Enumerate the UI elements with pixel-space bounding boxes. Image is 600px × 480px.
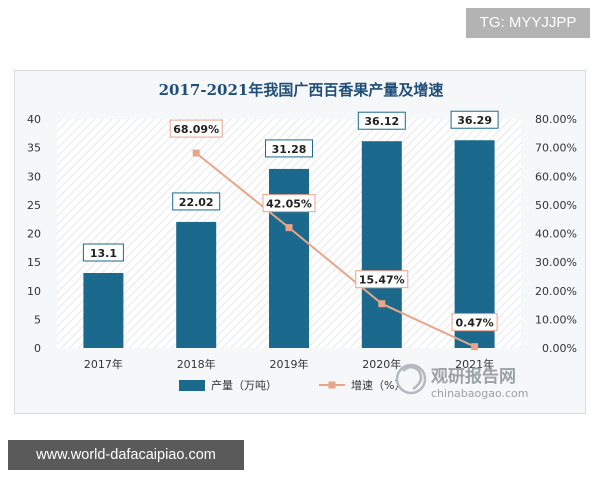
x-tick-label: 2018年 — [177, 357, 216, 371]
y-left-tick-label: 0 — [34, 342, 41, 355]
y-left-tick-label: 15 — [27, 256, 41, 269]
y-left-tick-label: 35 — [27, 142, 41, 155]
growth-data-label: 68.09% — [173, 123, 219, 136]
bar-data-label: 31.28 — [272, 143, 307, 156]
x-tick-label: 2019年 — [270, 357, 309, 371]
growth-point — [471, 343, 479, 351]
bar-data-label: 22.02 — [179, 196, 214, 209]
growth-line — [195, 152, 476, 348]
watermark-domain: chinabaogao.com — [431, 387, 529, 400]
growth-data-label: 42.05% — [266, 198, 312, 211]
y-right-tick-label: 80.00% — [535, 113, 577, 126]
bar-data-label-box — [172, 192, 221, 211]
bar-data-label: 36.29 — [457, 114, 492, 127]
growth-data-label-box — [355, 270, 409, 289]
bar-data-label-box — [265, 139, 313, 158]
y-right-tick-label: 30.00% — [535, 256, 577, 269]
y-right-tick-label: 50.00% — [535, 199, 577, 212]
y-right-tick-label: 20.00% — [535, 285, 577, 298]
growth-point — [285, 224, 293, 232]
legend-swatch-bar — [179, 380, 205, 391]
bar — [361, 141, 402, 348]
y-left-tick-label: 25 — [27, 199, 41, 212]
legend-swatch-marker — [328, 381, 336, 389]
y-left-tick-label: 5 — [34, 313, 41, 326]
growth-data-label-box — [262, 194, 316, 213]
y-right-tick-label: 10.00% — [535, 313, 577, 326]
x-tick-label: 2020年 — [362, 357, 401, 371]
legend-label-bar: 产量（万吨） — [211, 378, 277, 392]
y-left-tick-label: 40 — [27, 113, 41, 126]
growth-point — [378, 300, 386, 308]
y-left-tick-label: 20 — [27, 228, 41, 241]
x-tick-label: 2017年 — [84, 357, 123, 371]
y-right-tick-label: 70.00% — [535, 142, 577, 155]
x-tick-label: 2021年 — [455, 357, 494, 371]
bar — [83, 273, 124, 348]
tg-badge: TG: MYYJJPP — [466, 8, 590, 38]
growth-point — [192, 149, 200, 157]
watermark-logo-icon — [395, 363, 427, 395]
chart: 2017-2021年我国广西百香果产量及增速 0510152025303540 … — [27, 81, 577, 400]
growth-data-label: 0.47% — [456, 317, 494, 330]
chart-frame: 2017-2021年我国广西百香果产量及增速 0 5 10 15 20 25 30 35 40 … — [14, 70, 586, 414]
footer-url: www.world-dafacaipiao.com — [8, 440, 244, 470]
growth-data-label-box — [169, 119, 223, 138]
y-right-tick-label: 40.00% — [535, 228, 577, 241]
growth-data-label-box — [451, 313, 498, 332]
bar — [176, 221, 217, 348]
y-right-tick-label: 60.00% — [535, 170, 577, 183]
y-left-tick-label: 30 — [27, 170, 41, 183]
y-right-tick-label: 0.00% — [542, 342, 577, 355]
bar-data-label-box — [82, 243, 124, 262]
bar-data-label-box — [357, 111, 406, 130]
growth-data-label: 15.47% — [359, 274, 405, 287]
bar-data-label: 13.1 — [90, 247, 117, 260]
y-left-tick-label: 10 — [27, 285, 41, 298]
watermark: 观研报告网 chinabaogao.com — [395, 363, 529, 400]
legend-label-line: 增速（%） — [351, 378, 405, 392]
bar-data-label-box — [450, 110, 499, 129]
watermark-name: 观研报告网 — [430, 366, 516, 387]
bar-data-label: 36.12 — [364, 115, 399, 128]
chart-title: 2017-2021年我国广西百香果产量及增速 — [159, 81, 444, 99]
